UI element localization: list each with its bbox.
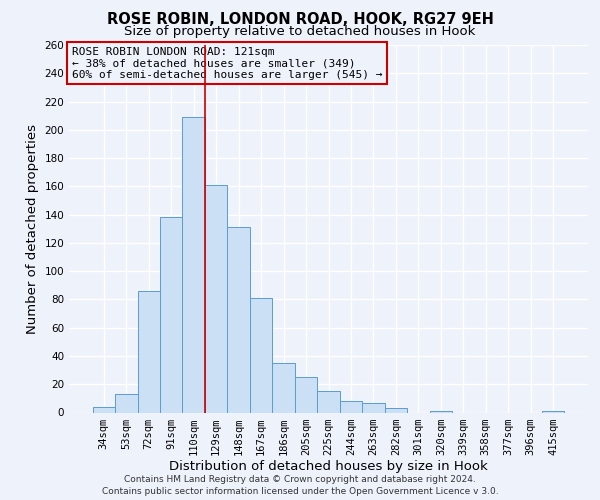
X-axis label: Distribution of detached houses by size in Hook: Distribution of detached houses by size … [169, 460, 488, 473]
Bar [182, 117, 205, 412]
Text: Contains HM Land Registry data © Crown copyright and database right 2024.
Contai: Contains HM Land Registry data © Crown c… [101, 474, 499, 496]
Bar [115, 394, 137, 412]
Bar [250, 298, 272, 412]
Y-axis label: Number of detached properties: Number of detached properties [26, 124, 39, 334]
Bar [385, 408, 407, 412]
Bar [160, 218, 182, 412]
Bar [340, 401, 362, 412]
Bar [227, 228, 250, 412]
Text: Size of property relative to detached houses in Hook: Size of property relative to detached ho… [124, 25, 476, 38]
Text: ROSE ROBIN, LONDON ROAD, HOOK, RG27 9EH: ROSE ROBIN, LONDON ROAD, HOOK, RG27 9EH [107, 12, 493, 28]
Bar [362, 402, 385, 412]
Bar [430, 411, 452, 412]
Bar [137, 291, 160, 412]
Bar [295, 377, 317, 412]
Bar [542, 411, 565, 412]
Bar [317, 392, 340, 412]
Bar [92, 407, 115, 412]
Bar [205, 185, 227, 412]
Bar [272, 363, 295, 412]
Text: ROSE ROBIN LONDON ROAD: 121sqm
← 38% of detached houses are smaller (349)
60% of: ROSE ROBIN LONDON ROAD: 121sqm ← 38% of … [71, 47, 382, 80]
